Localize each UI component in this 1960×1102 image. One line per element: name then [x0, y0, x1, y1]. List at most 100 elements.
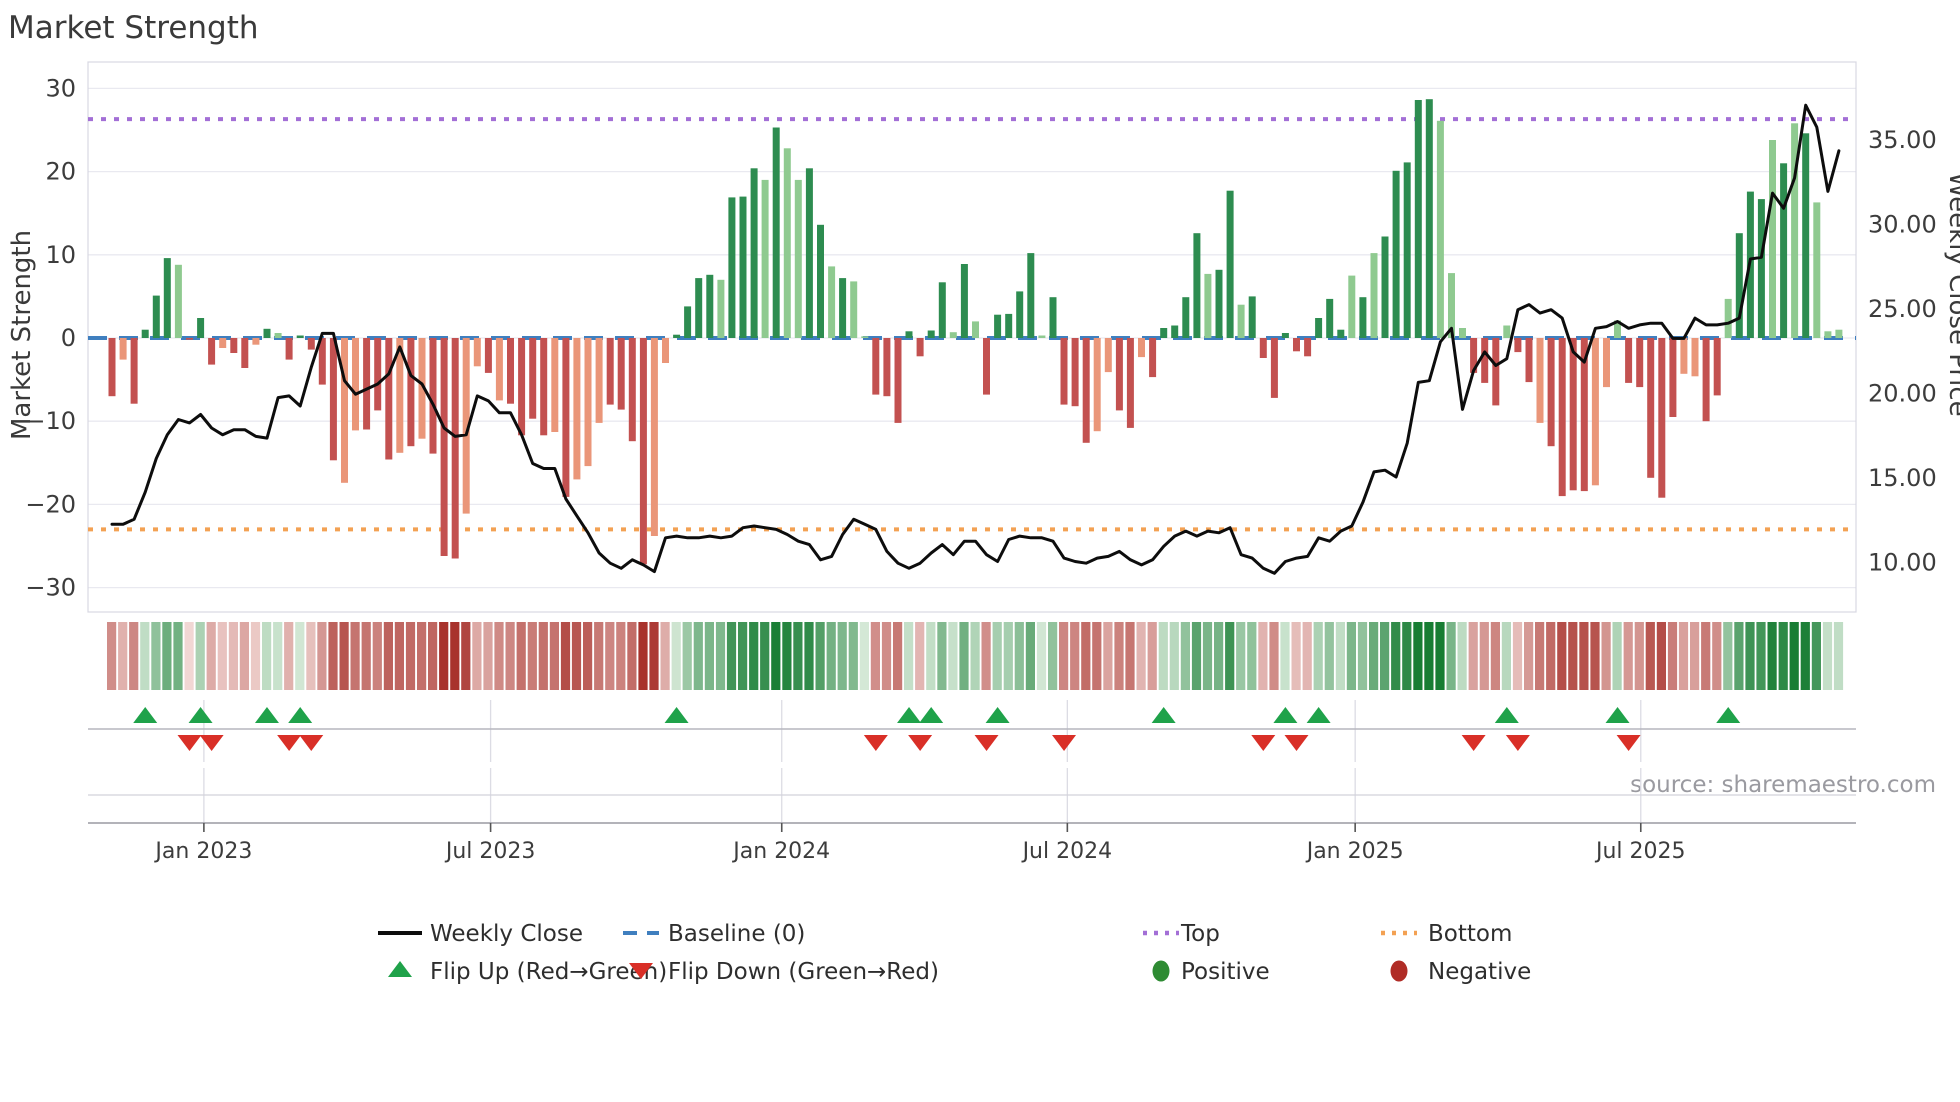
heatmap-cell	[682, 622, 692, 690]
strength-bar	[1359, 297, 1367, 338]
strength-bar	[208, 338, 216, 365]
flip-down-marker	[1251, 735, 1276, 751]
heatmap-cell	[1214, 622, 1224, 690]
strength-bar	[1414, 100, 1422, 338]
heatmap-cell	[383, 622, 393, 690]
strength-bar	[385, 338, 393, 460]
heatmap-cell	[915, 622, 925, 690]
strength-bar	[174, 264, 182, 338]
heatmap-cell	[505, 622, 515, 690]
strength-bar	[783, 148, 791, 338]
strength-bar	[1614, 320, 1621, 338]
strength-bar	[186, 338, 193, 340]
heatmap-cell	[1512, 622, 1523, 690]
heatmap-cell	[361, 622, 371, 690]
heatmap-cell	[1789, 622, 1799, 690]
heatmap-cell	[859, 622, 869, 690]
heatmap-cell	[1202, 622, 1213, 690]
left-tick-label: 30	[45, 74, 76, 102]
heatmap-cell	[749, 622, 759, 690]
heatmap-cell	[893, 622, 903, 690]
heatmap-cell	[538, 622, 548, 690]
heatmap-cell	[1811, 622, 1821, 690]
strength-bar	[307, 338, 315, 350]
heatmap-cell	[1468, 622, 1478, 690]
legend-label: Flip Up (Red→Green)	[430, 959, 667, 985]
strength-bar	[927, 330, 935, 338]
strength-bar	[1603, 338, 1610, 388]
heatmap-cell	[715, 622, 726, 690]
heatmap-cell	[1048, 622, 1058, 690]
right-tick-label: 15.00	[1868, 464, 1937, 492]
strength-bar	[374, 338, 382, 411]
flip-down-marker	[277, 735, 302, 751]
strength-bar	[329, 338, 337, 461]
strength-bar	[1425, 99, 1433, 338]
legend-flip-up-icon	[388, 961, 412, 977]
heatmap-cell	[804, 622, 814, 690]
strength-bar	[872, 338, 880, 395]
strength-bar	[484, 338, 492, 373]
flip-up-marker	[1494, 707, 1519, 723]
strength-bar	[1281, 333, 1289, 338]
strength-bar	[1525, 338, 1533, 383]
strength-bar	[407, 338, 415, 447]
strength-bar	[972, 321, 979, 338]
strength-bar	[1824, 331, 1832, 338]
weekly-close-line	[110, 103, 1841, 575]
strength-bar	[805, 168, 813, 338]
heatmap-cell	[173, 622, 183, 690]
heatmap-cell	[594, 622, 604, 690]
right-tick-label: 30.00	[1868, 211, 1937, 239]
heatmap-cell	[1612, 622, 1622, 690]
strength-bar	[1492, 338, 1500, 406]
flip-up-marker	[1716, 707, 1741, 723]
strength-bar	[230, 338, 238, 353]
strength-bar	[296, 335, 304, 338]
right-tick-label: 20.00	[1868, 380, 1937, 408]
strength-bar	[396, 338, 404, 453]
heatmap-cell	[372, 622, 382, 690]
heatmap-cell	[616, 622, 626, 690]
heatmap-cell	[239, 622, 249, 690]
heatmap-cell	[1003, 622, 1013, 690]
heatmap-cell	[1269, 622, 1279, 690]
strength-bar	[1027, 253, 1035, 338]
heatmap-cell	[250, 622, 261, 690]
strength-bar	[1547, 338, 1555, 447]
strength-bar	[1669, 338, 1677, 417]
legend-flip-down-icon	[629, 963, 653, 979]
strength-bar	[1226, 190, 1234, 338]
strength-bar	[1813, 202, 1821, 338]
heatmap-cell	[992, 622, 1002, 690]
heatmap-cell	[704, 622, 714, 690]
heatmap-cell	[1180, 622, 1190, 690]
heatmap-cell	[405, 622, 416, 690]
heatmap-cell	[439, 622, 449, 690]
heatmap-cell	[926, 622, 936, 690]
flip-down-marker	[863, 735, 888, 751]
strength-bar	[839, 278, 847, 338]
heatmap-cell	[1302, 622, 1312, 690]
heatmap-cell	[649, 622, 659, 690]
strength-bar	[451, 338, 459, 559]
strength-bar	[994, 314, 1002, 338]
strength-bar	[219, 338, 227, 348]
heatmap-cell	[339, 622, 349, 690]
heatmap-cell	[472, 622, 482, 690]
strength-bar	[1149, 338, 1157, 378]
strength-bar	[828, 266, 836, 338]
heatmap-cell	[1723, 622, 1733, 690]
strength-bar	[1702, 338, 1710, 422]
heatmap-cell	[671, 622, 681, 690]
strength-bar	[1791, 123, 1799, 338]
strength-bar	[1304, 338, 1312, 357]
strength-bar	[130, 338, 138, 404]
strength-bar	[473, 338, 481, 367]
strength-bar	[108, 338, 116, 397]
heatmap-cell	[1391, 622, 1401, 690]
heatmap-cell	[527, 622, 537, 690]
heatmap-cell	[1258, 622, 1268, 690]
heatmap-cell	[1424, 622, 1434, 690]
